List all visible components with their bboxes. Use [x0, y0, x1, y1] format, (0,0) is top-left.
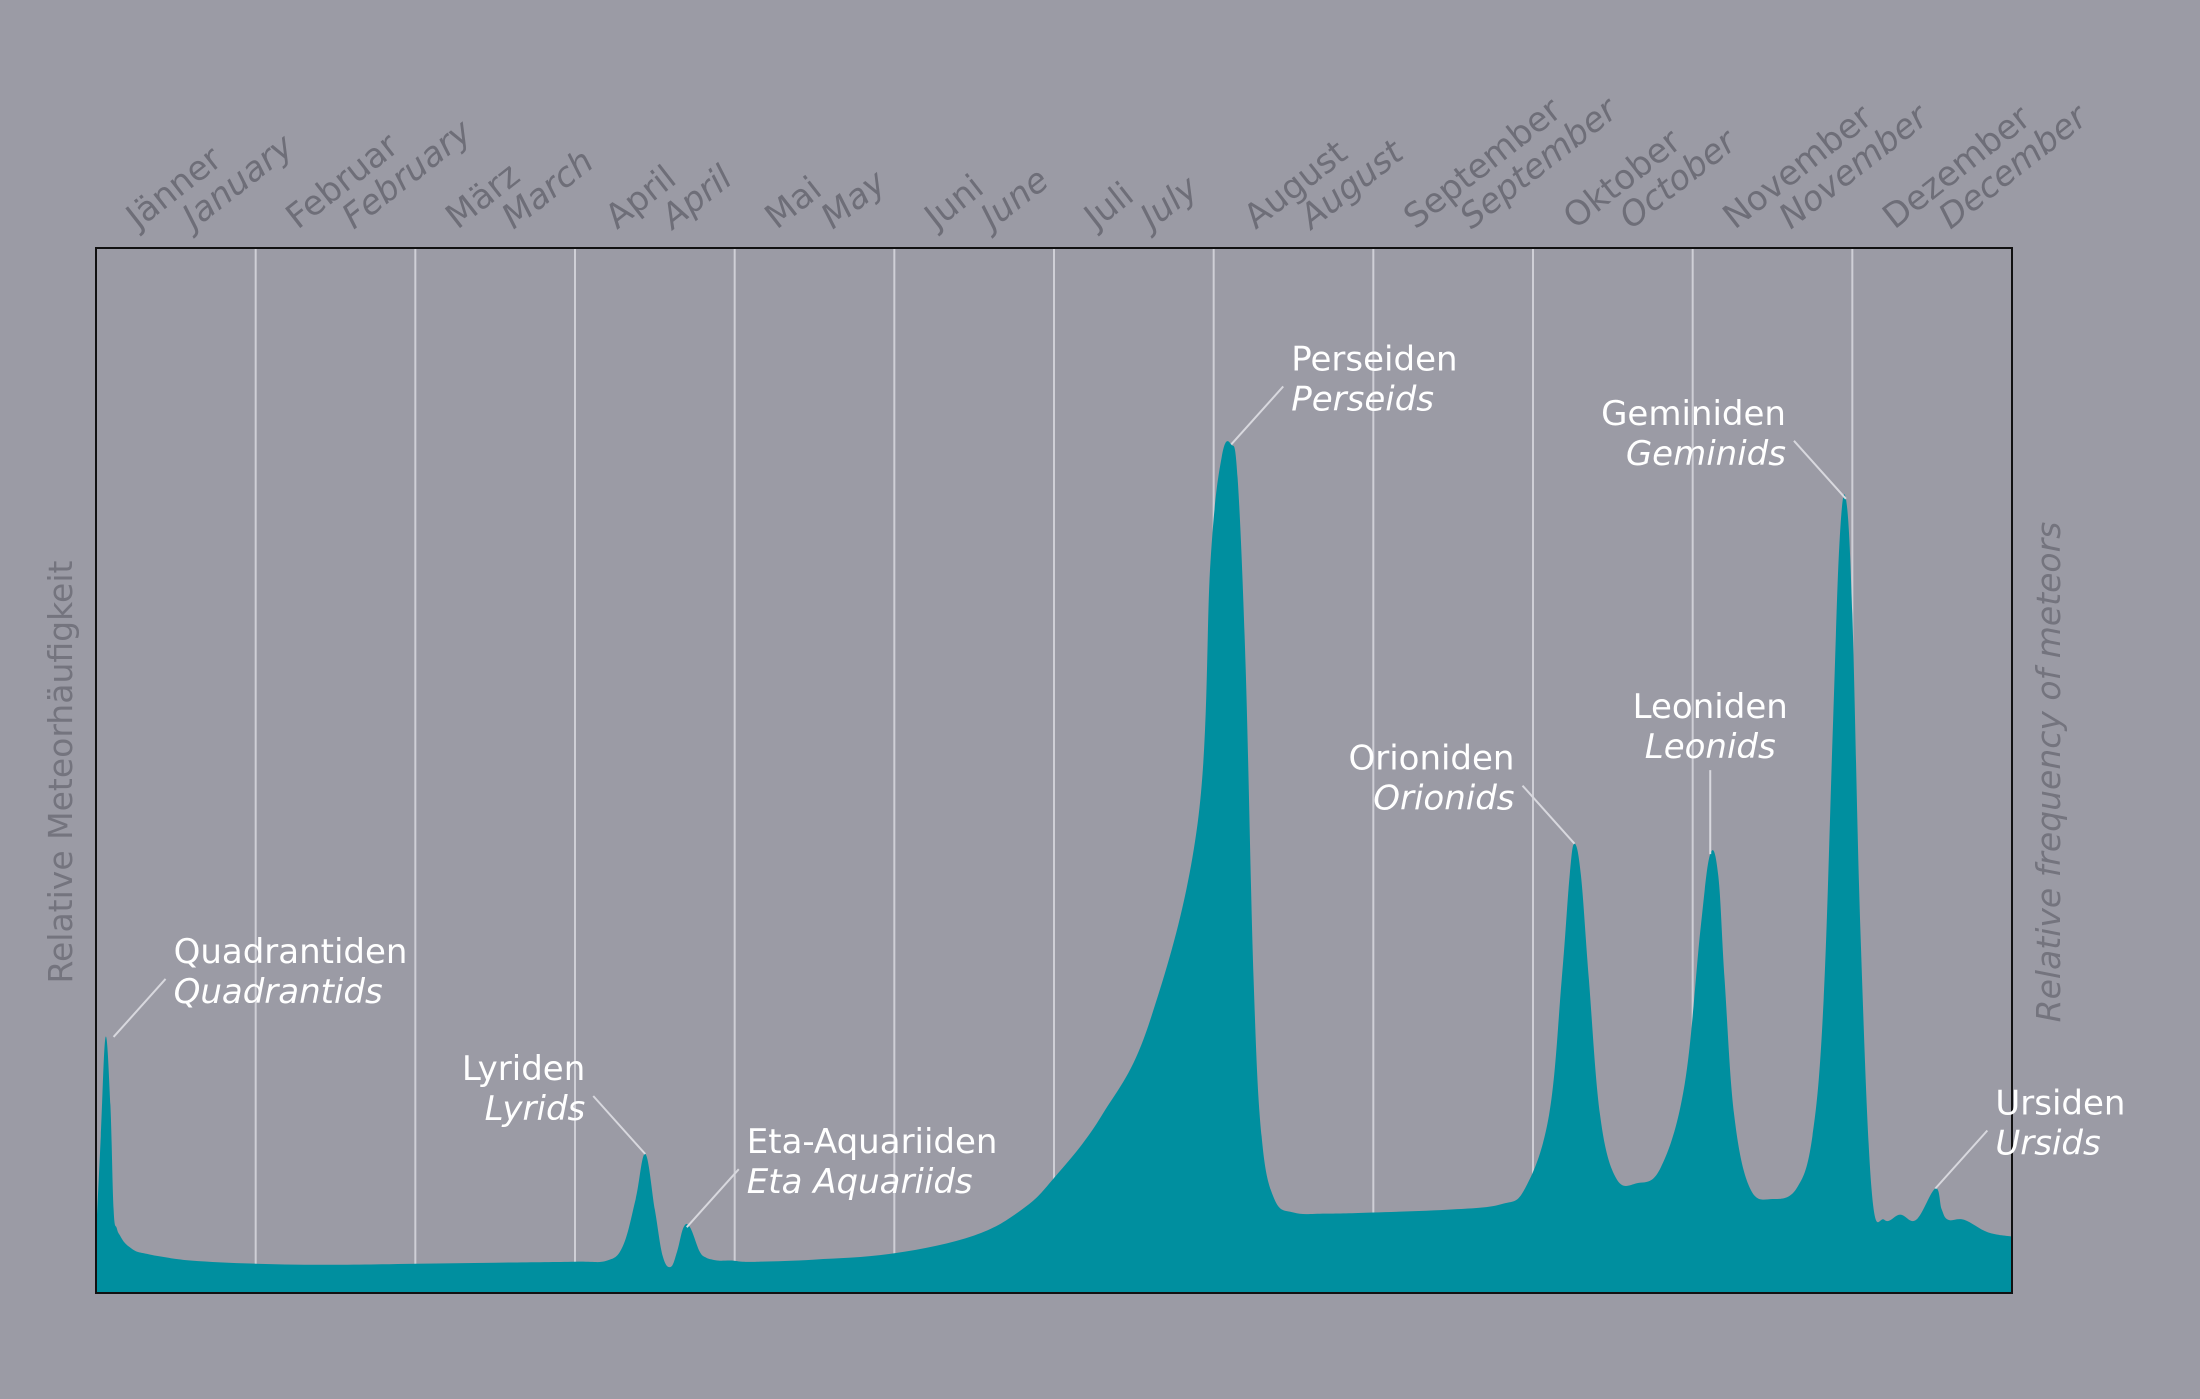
annotation-label-de: Eta-Aquariiden — [747, 1122, 998, 1162]
annotation-label-en: Eta Aquariids — [747, 1162, 973, 1202]
annotation-label-en: Lyrids — [485, 1089, 586, 1129]
annotation-leader — [1230, 385, 1284, 446]
annotation-label-de: Geminiden — [1601, 394, 1786, 434]
annotation-label-en: Quadrantids — [174, 972, 383, 1012]
y-axis-label-right: Relative frequency of meteors — [2029, 522, 2068, 1023]
annotation-label-de: Orioniden — [1348, 739, 1514, 779]
meteor-frequency-area — [96, 441, 2012, 1294]
y-axis-label-left: Relative Meteorhäufigkeit — [41, 560, 80, 983]
annotation-label-de: Ursiden — [1995, 1084, 2125, 1124]
annotation-leader — [1934, 1129, 1989, 1190]
annotation-leader — [592, 1095, 646, 1155]
annotation-leader — [112, 978, 167, 1038]
annotation-label-en: Perseids — [1291, 379, 1434, 419]
annotation-label-de: Lyriden — [462, 1049, 585, 1089]
plot-frame — [95, 247, 2013, 1294]
annotation-label-de: Leoniden — [1633, 687, 1788, 727]
annotation-label-de: Perseiden — [1291, 339, 1457, 379]
annotation-leader — [686, 1168, 740, 1228]
annotation-label-de: Quadrantiden — [174, 932, 408, 972]
annotation-leader — [1793, 440, 1847, 500]
annotation-label-en: Leonids — [1645, 727, 1776, 767]
annotation-label-en: Ursids — [1995, 1124, 2100, 1164]
annotation-leader — [1521, 784, 1576, 845]
annotation-label-en: Geminids — [1626, 434, 1786, 474]
annotation-label-en: Orionids — [1373, 779, 1514, 819]
